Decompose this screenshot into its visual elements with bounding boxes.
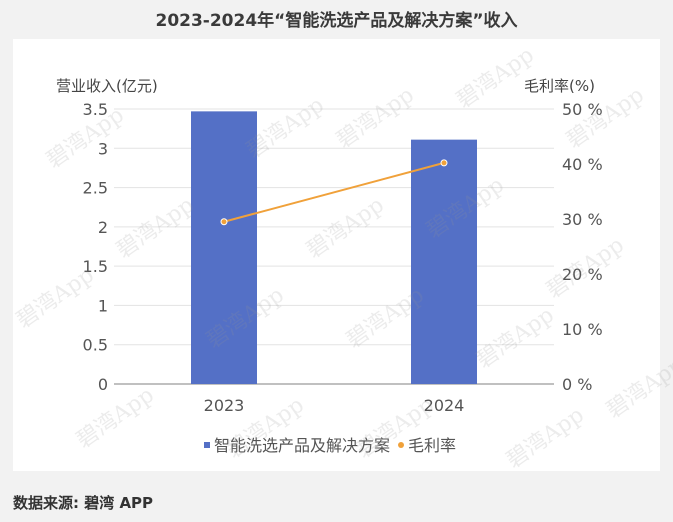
legend-label: 毛利率 <box>408 436 456 455</box>
y-tick-label: 1 <box>98 296 108 315</box>
y-tick-label: 0 <box>98 375 108 394</box>
legend-label: 智能洗选产品及解决方案 <box>214 436 390 455</box>
bar <box>191 111 257 384</box>
y2-tick-label: 0 % <box>562 375 592 394</box>
chart-title: 2023-2024年“智能洗选产品及解决方案”收入 <box>155 11 518 31</box>
x-tick-label: 2024 <box>424 396 465 415</box>
y2-tick-label: 40 % <box>562 155 603 174</box>
series-line <box>223 161 445 223</box>
line-layer <box>220 159 448 226</box>
y-tick-label: 3 <box>98 139 108 158</box>
line-point <box>440 159 448 167</box>
y2-tick-label: 50 % <box>562 100 603 119</box>
y-tick-label: 1.5 <box>83 257 108 276</box>
y2-tick-label: 20 % <box>562 265 603 284</box>
chart-svg: 营业收入(亿元) 毛利率(%) 0 0.5 1 1.5 2 2.5 3 3.5 0 % 10 % 2… <box>56 77 603 455</box>
y2-tick-label: 10 % <box>562 320 603 339</box>
y-tick-label: 2.5 <box>83 179 108 198</box>
bar-layer <box>191 111 477 384</box>
y-tick-label: 0.5 <box>83 336 108 355</box>
legend: 智能洗选产品及解决方案 毛利率 <box>204 436 456 455</box>
tick-layer: 0 0.5 1 1.5 2 2.5 3 3.5 0 % 10 % 20 % 30 % 40 % 50 % 2… <box>83 100 603 415</box>
legend-swatch <box>398 442 405 448</box>
legend-swatch <box>204 442 210 448</box>
y2-tick-label: 30 % <box>562 210 603 229</box>
source-text: 数据来源: 碧湾 APP <box>13 494 154 512</box>
x-tick-label: 2023 <box>204 396 245 415</box>
grid-layer <box>114 108 554 385</box>
y2-axis-label: 毛利率(%) <box>524 77 595 95</box>
chart-panel: 营业收入(亿元) 毛利率(%) 0 0.5 1 1.5 2 2.5 3 3.5 0 % 10 % 2… <box>13 39 660 471</box>
y-axis-label: 营业收入(亿元) <box>56 77 158 95</box>
line-point <box>220 218 228 226</box>
y-tick-label: 3.5 <box>83 100 108 119</box>
y-tick-label: 2 <box>98 218 108 237</box>
bar <box>411 139 477 384</box>
